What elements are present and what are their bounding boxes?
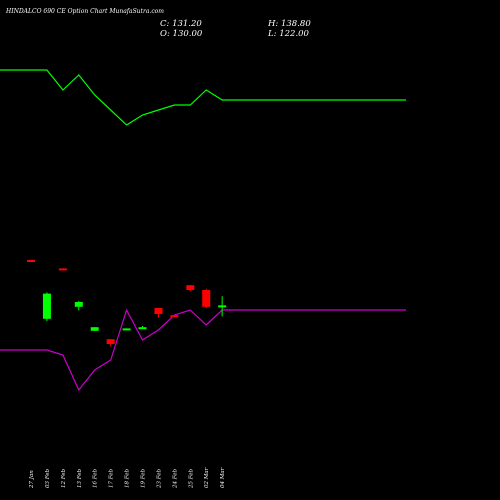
candle-25-feb [186, 285, 195, 292]
candle-body [90, 327, 99, 331]
candle-body [74, 302, 83, 307]
x-tick-label: 16 Feb [93, 468, 99, 488]
high-value: H: 138.80 [268, 19, 311, 29]
candle-23-feb [154, 308, 163, 318]
candlesticks [27, 260, 227, 347]
candle-body [122, 328, 131, 331]
candle-body [27, 260, 35, 262]
indicator-lines [0, 69, 406, 392]
x-tick-label: 25 Feb [188, 468, 194, 489]
candle-body [58, 268, 67, 271]
indicator-line-1 [0, 69, 406, 126]
candle-body [202, 290, 211, 307]
candle-18-feb [122, 328, 131, 331]
x-tick-label: 13 Feb [77, 468, 83, 488]
candle-body [186, 285, 195, 290]
candle-03-feb [42, 292, 51, 322]
candle-19-feb [138, 326, 147, 330]
candle-body [106, 339, 115, 344]
close-value: C: 131.20 [160, 19, 202, 29]
x-tick-label: 03 Feb [45, 468, 51, 488]
candle-27-jan [27, 260, 35, 262]
indicator-line-2 [0, 308, 406, 392]
x-tick-label: 17 Feb [109, 468, 115, 488]
candle-body [154, 308, 163, 314]
chart-title: HINDALCO 690 CE Option Chart MunafaSutra… [6, 8, 164, 15]
candle-body [42, 293, 51, 319]
candle-12-feb [58, 268, 67, 271]
candle-02-mar [202, 288, 211, 308]
candle-16-feb [90, 327, 99, 331]
candle-body [170, 315, 179, 318]
x-tick-label: 24 Feb [172, 468, 178, 489]
candle-body [218, 305, 227, 308]
x-tick-label: 23 Feb [156, 468, 162, 489]
low-value: L: 122.00 [268, 29, 309, 39]
x-tick-label: 18 Feb [125, 468, 131, 488]
candle-24-feb [170, 315, 179, 318]
open-value: O: 130.00 [160, 29, 203, 39]
x-tick-label: 19 Feb [141, 468, 147, 488]
x-axis-labels: 27 Jan 03 Feb 12 Feb 13 Feb 16 Feb 17 Feb 18 F… [29, 467, 226, 489]
candle-04-mar [218, 296, 227, 317]
candle-body [138, 327, 147, 330]
x-tick-label: 02 Mar [204, 467, 210, 488]
candle-13-feb [74, 300, 83, 311]
x-tick-label: 12 Feb [61, 468, 67, 488]
candle-17-feb [106, 339, 115, 347]
x-tick-label: 27 Jan [29, 470, 35, 489]
x-tick-label: 04 Mar [220, 467, 226, 488]
